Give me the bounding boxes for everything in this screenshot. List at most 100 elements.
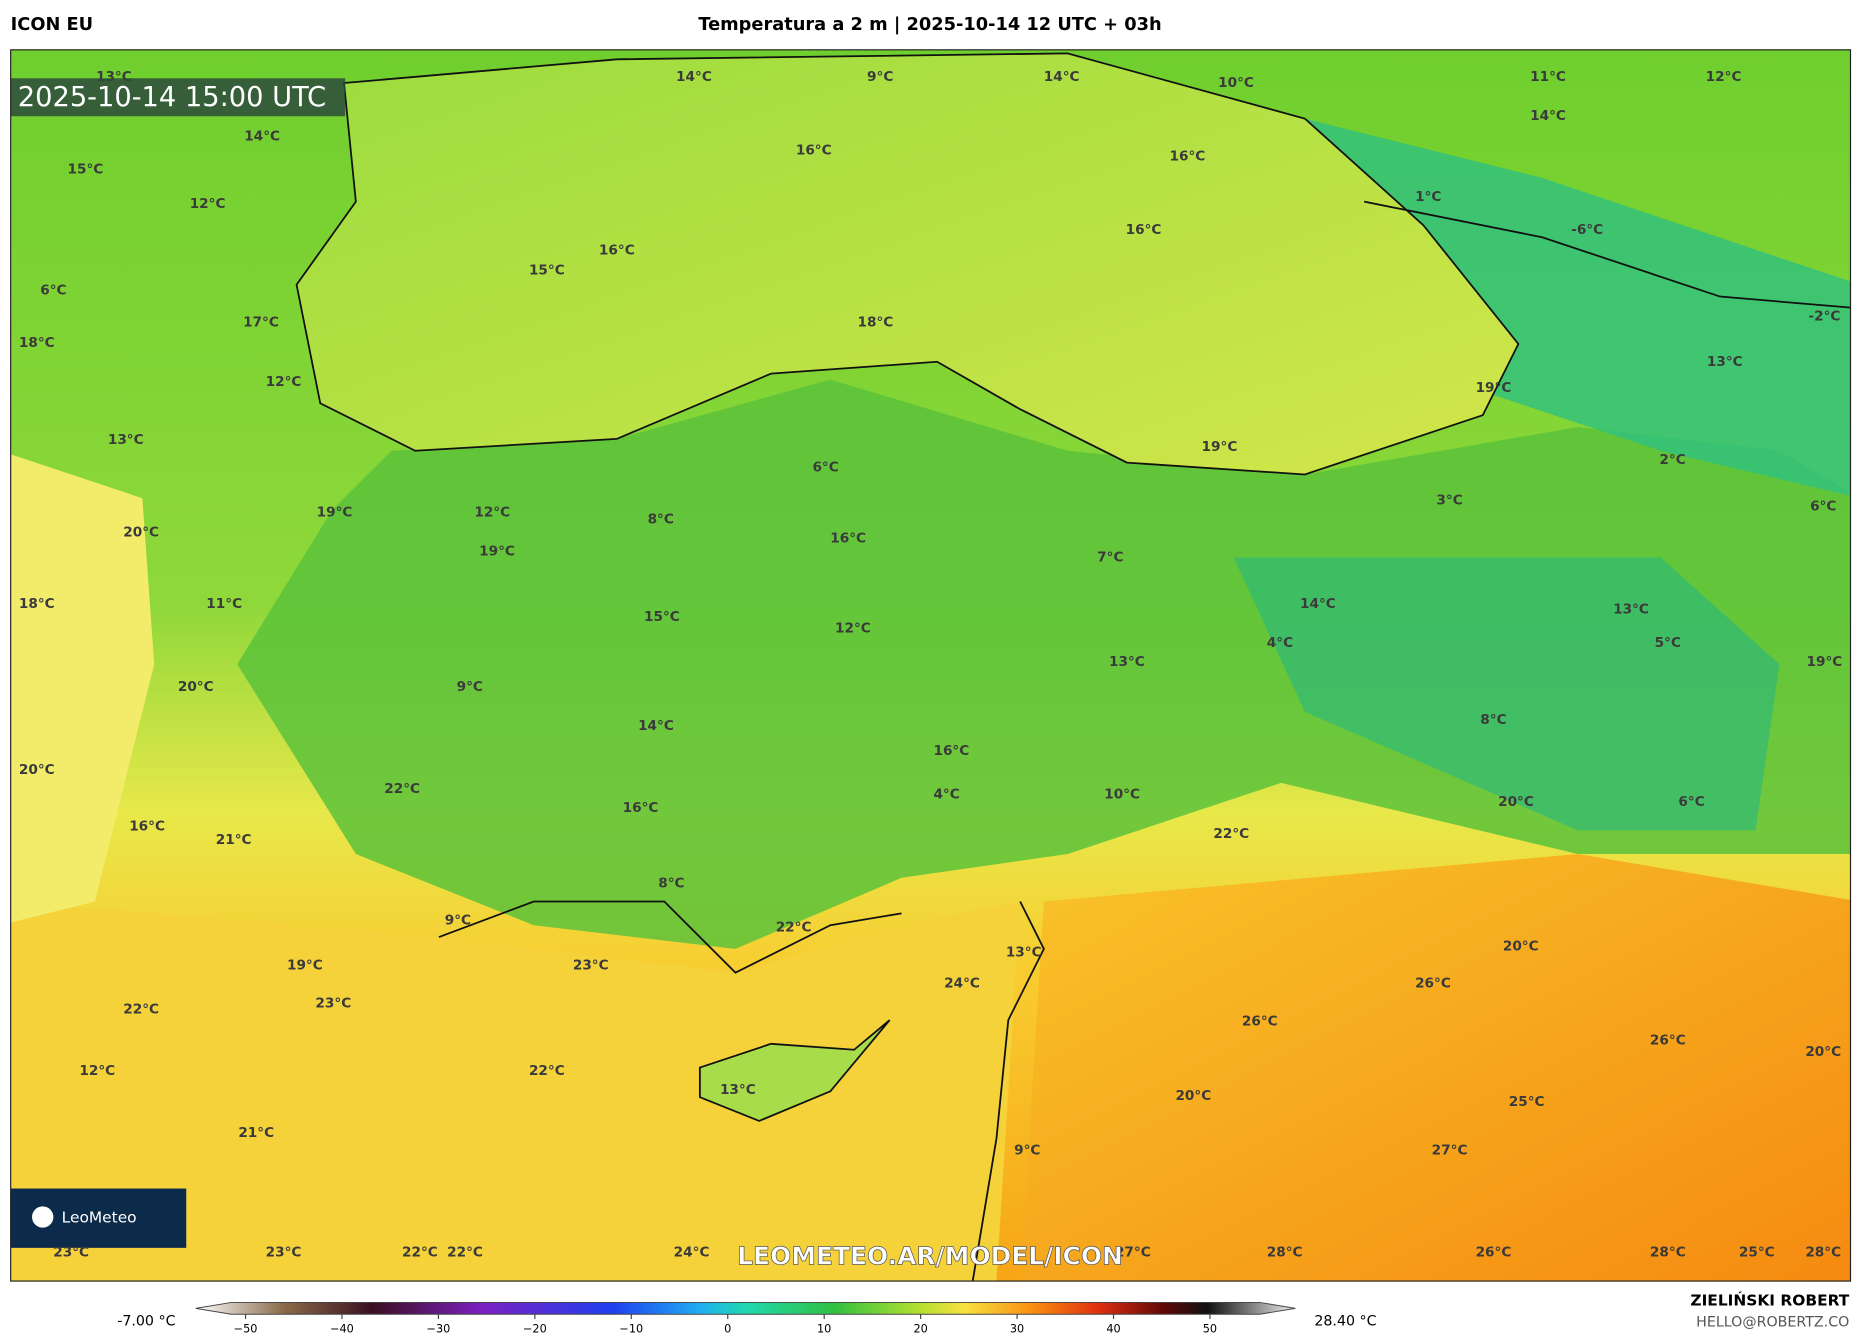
temperature-label: 12°C [79,1063,115,1079]
temperature-label: 16°C [1170,149,1206,165]
temperature-label: 25°C [1509,1094,1545,1110]
temperature-label: 26°C [1242,1013,1278,1029]
temperature-label: 8°C [648,512,674,528]
temperature-label: 6°C [1678,794,1704,810]
temperature-label: 2°C [1659,452,1685,468]
map-frame [10,49,1852,1282]
temperature-label: 20°C [1805,1044,1841,1060]
temperature-label: 8°C [658,876,684,892]
temperature-label: 13°C [1109,654,1145,670]
temperature-label: 20°C [1175,1088,1211,1104]
temperature-label: 14°C [244,128,280,144]
temperature-label: 22°C [402,1245,438,1261]
temperature-label: 20°C [1498,794,1534,810]
temperature-label: 19°C [479,544,515,560]
temperature-label: 16°C [830,531,866,547]
temperature-label: 20°C [1503,939,1539,955]
colorbar-tick-label: −20 [523,1323,547,1336]
temperature-label: 6°C [1810,498,1836,514]
temperature-label: 18°C [858,315,894,331]
temperature-label: 19°C [317,504,353,520]
temperature-label: 28°C [1267,1245,1303,1261]
temperature-label: 16°C [623,800,659,816]
map-title: Temperatura a 2 m | 2025-10-14 12 UTC + … [698,14,1161,35]
temperature-label: 10°C [1104,787,1140,803]
temperature-label: 17°C [243,315,279,331]
temperature-label: 16°C [796,143,832,159]
logo: LeoMeteo [62,1209,137,1227]
temperature-label: 15°C [68,162,104,178]
temperature-label: 18°C [19,335,55,351]
temperature-label: 12°C [266,374,302,390]
temperature-label: 27°C [1432,1143,1468,1159]
temperature-label: -2°C [1808,309,1840,325]
temperature-label: 12°C [474,504,510,520]
map: LeoMeteo 13°C 14°C 9°C 14°C 10°C 11°C 12°C 14°C… [10,49,1851,1282]
temperature-label: 28°C [1805,1245,1841,1261]
temperature-label: 6°C [812,459,838,475]
temperature-label: 26°C [1650,1032,1686,1048]
temperature-label: 28°C [1650,1245,1686,1261]
temperature-label: 1°C [1415,189,1441,205]
temperature-label: 10°C [1218,75,1254,91]
temperature-label: 6°C [40,283,66,299]
model-name: ICON EU [11,14,93,35]
temperature-label: 16°C [933,743,969,759]
temperature-label: 15°C [644,609,680,625]
temperature-label: 13°C [1613,602,1649,618]
temperature-label: 27°C [1115,1245,1151,1261]
author: ZIELIŃSKI ROBERT [1690,1291,1849,1310]
temperature-label: 24°C [674,1245,710,1261]
temperature-label: 13°C [1006,944,1042,960]
colorbar-tick-label: 40 [1106,1323,1120,1336]
temperature-label: 11°C [1530,69,1566,85]
temperature-label: 9°C [445,912,471,928]
temperature-label: 20°C [19,762,55,778]
colorbar-tick-label: 0 [724,1323,731,1336]
temperature-label: 19°C [287,958,323,974]
temperature-label: 11°C [206,596,242,612]
colorbar-tick-label: −40 [330,1323,354,1336]
temperature-label: 12°C [190,196,226,212]
colorbar-tick-label: 50 [1203,1323,1217,1336]
timestamp: 2025-10-14 15:00 UTC [18,82,326,113]
temperature-label: 9°C [457,679,483,695]
temperature-label: 21°C [216,832,252,848]
temperature-label: 23°C [53,1245,89,1261]
temperature-label: 13°C [720,1082,756,1098]
temperature-label: 22°C [123,1001,159,1017]
temperature-label: 14°C [1300,596,1336,612]
temperature-label: 16°C [1126,222,1162,238]
temperature-label: -6°C [1571,222,1603,238]
temperature-label: 19°C [1202,439,1238,455]
temperature-label: 22°C [384,781,420,797]
colorbar-tick-label: 20 [913,1323,927,1336]
temperature-label: 26°C [1476,1245,1512,1261]
temperature-label: 13°C [1707,354,1743,370]
temperature-label: 16°C [129,819,165,835]
temperature-label: 26°C [1415,975,1451,991]
temperature-label: 20°C [123,525,159,541]
temperature-label: 20°C [178,679,214,695]
colorbar [195,1301,1296,1315]
temperature-label: 19°C [1807,654,1843,670]
temperature-label: 15°C [529,262,565,278]
colorbar-tick-label: 30 [1010,1323,1024,1336]
colorbar-max: 28.40 °C [1314,1313,1376,1329]
temperature-label: 7°C [1097,550,1123,566]
temperature-label: 13°C [108,432,144,448]
temperature-label: 23°C [573,958,609,974]
temperature-label: 12°C [835,621,871,637]
colorbar-tick-label: −30 [427,1323,451,1336]
temperature-label: 9°C [1014,1143,1040,1159]
temperature-label: 25°C [1739,1245,1775,1261]
temperature-label: 8°C [1480,712,1506,728]
colorbar-min: -7.00 °C [117,1313,175,1329]
temperature-label: 21°C [238,1125,274,1141]
temperature-label: 23°C [266,1245,302,1261]
colorbar-tick-label: 10 [817,1323,831,1336]
temperature-label: 3°C [1436,493,1462,509]
colorbar-tick-label: −10 [619,1323,643,1336]
